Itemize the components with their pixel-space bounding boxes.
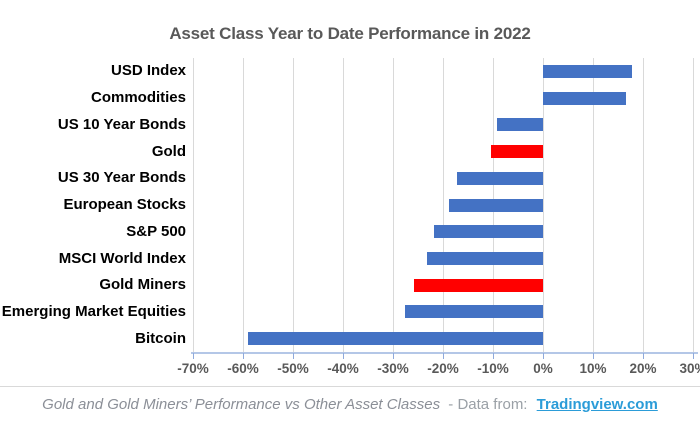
gridline--60 xyxy=(243,58,244,352)
axis-tick--70 xyxy=(193,353,194,359)
axis-tick-10 xyxy=(593,353,594,359)
axis-tick-30 xyxy=(693,353,694,359)
bar-emerging-market-equities xyxy=(404,305,543,319)
x-axis-line xyxy=(191,352,698,354)
gridline--20 xyxy=(443,58,444,352)
footer-divider xyxy=(0,386,700,387)
category-label-us-10-year-bonds: US 10 Year Bonds xyxy=(57,115,186,133)
bar-us-10-year-bonds xyxy=(497,118,543,132)
footer-tradingview-link[interactable]: Tradingview.com xyxy=(536,396,658,413)
category-label-msci-world-index: MSCI World Index xyxy=(58,249,186,267)
axis-tick--10 xyxy=(493,353,494,359)
axis-tick--30 xyxy=(393,353,394,359)
footer-caption-bar: Gold and Gold Miners’ Performance vs Oth… xyxy=(0,396,700,413)
axis-tick--40 xyxy=(343,353,344,359)
axis-tick-label--40: -40% xyxy=(327,361,359,376)
bar-gold-miners xyxy=(413,278,543,292)
category-label-bitcoin: Bitcoin xyxy=(135,329,186,347)
axis-tick-20 xyxy=(643,353,644,359)
bar-bitcoin xyxy=(248,332,543,346)
axis-tick-label-0: 0% xyxy=(533,361,553,376)
gridline--70 xyxy=(193,58,194,352)
category-label-gold: Gold xyxy=(151,142,186,160)
axis-tick-0 xyxy=(543,353,544,359)
axis-tick-label-10: 10% xyxy=(579,361,607,376)
gridline-0 xyxy=(543,58,544,352)
bar-msci-world-index xyxy=(426,252,543,265)
category-label-usd-index: USD Index xyxy=(110,62,186,80)
gridline-10 xyxy=(593,58,594,352)
category-label-s-p-500: S&P 500 xyxy=(126,222,186,240)
category-label-gold-miners: Gold Miners xyxy=(99,276,186,294)
gridline-20 xyxy=(643,58,644,352)
plot-area xyxy=(193,58,694,352)
gridline--40 xyxy=(343,58,344,352)
axis-tick--20 xyxy=(443,353,444,359)
axis-tick-label--20: -20% xyxy=(427,361,459,376)
category-label-european-stocks: European Stocks xyxy=(63,196,186,213)
axis-tick-label--60: -60% xyxy=(227,361,259,376)
axis-tick-label-30: 30% xyxy=(679,361,700,376)
axis-tick--50 xyxy=(293,353,294,359)
bar-us-30-year-bonds xyxy=(457,171,543,185)
footer-caption-text: Gold and Gold Miners’ Performance vs Oth… xyxy=(42,396,441,413)
category-label-commodities: Commodities xyxy=(90,89,186,107)
gridline--50 xyxy=(293,58,294,352)
axis-tick-label-20: 20% xyxy=(629,361,657,376)
footer-data-from-text: - Data from: xyxy=(448,396,528,413)
axis-tick-label--50: -50% xyxy=(277,361,309,376)
category-label-emerging-market-equities: Emerging Market Equities xyxy=(1,302,186,320)
gridline--30 xyxy=(393,58,394,352)
bar-s-p-500 xyxy=(434,225,543,239)
axis-tick--60 xyxy=(243,353,244,359)
bar-european-stocks xyxy=(449,198,543,212)
axis-tick-label--30: -30% xyxy=(377,361,409,376)
gridline-30 xyxy=(693,58,694,352)
bar-gold xyxy=(490,145,543,158)
bar-usd-index xyxy=(543,64,632,78)
chart-title: Asset Class Year to Date Performance in … xyxy=(169,24,531,43)
axis-tick-label--10: -10% xyxy=(477,361,509,376)
category-label-us-30-year-bonds: US 30 Year Bonds xyxy=(57,169,186,187)
bar-commodities xyxy=(543,91,626,105)
axis-tick-label--70: -70% xyxy=(177,361,209,376)
